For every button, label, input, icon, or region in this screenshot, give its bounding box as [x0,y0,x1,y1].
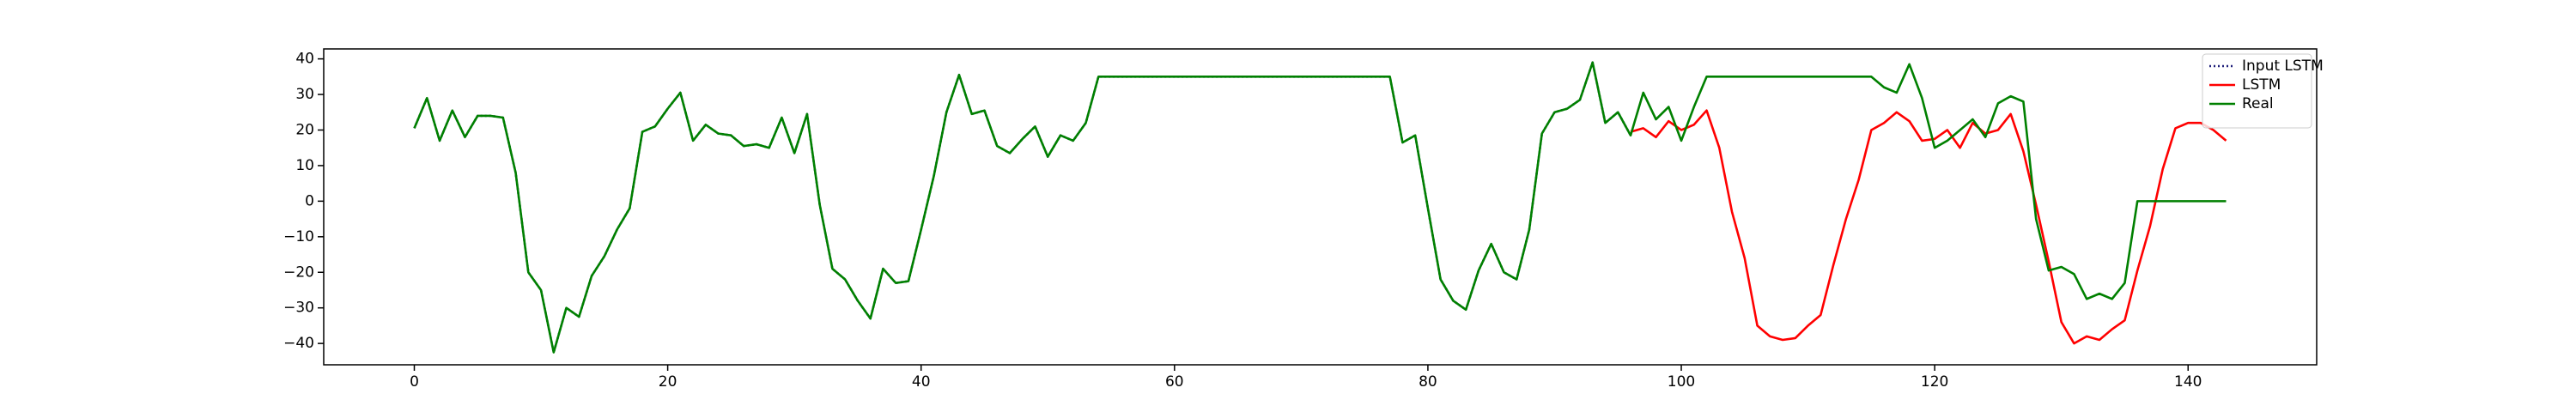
x-tick-label: 120 [1921,373,1948,391]
x-tick-label: 0 [410,373,419,391]
x-tick-label: 140 [2174,373,2202,391]
legend-label: Input LSTM [2242,58,2324,75]
x-tick-label: 100 [1668,373,1695,391]
axes-frame [323,48,2318,366]
series-line [1630,109,2227,345]
legend-label: Real [2242,95,2274,112]
x-tick-label: 40 [912,373,931,391]
legend-label: LSTM [2242,76,2281,94]
x-tick-label: 20 [659,373,677,391]
y-tick-label: −20 [283,264,314,281]
legend-box [2202,53,2312,129]
x-tick-label: 80 [1419,373,1437,391]
y-tick-label: −30 [283,300,314,317]
y-tick-label: 30 [295,86,314,103]
series-line [413,61,2227,354]
y-tick-label: 0 [305,192,314,209]
y-tick-label: 40 [295,51,314,68]
y-tick-label: −40 [283,335,314,352]
y-tick-label: 10 [295,157,314,174]
y-tick-label: −10 [283,228,314,245]
y-tick-label: 20 [295,121,314,138]
x-tick-label: 60 [1165,373,1184,391]
